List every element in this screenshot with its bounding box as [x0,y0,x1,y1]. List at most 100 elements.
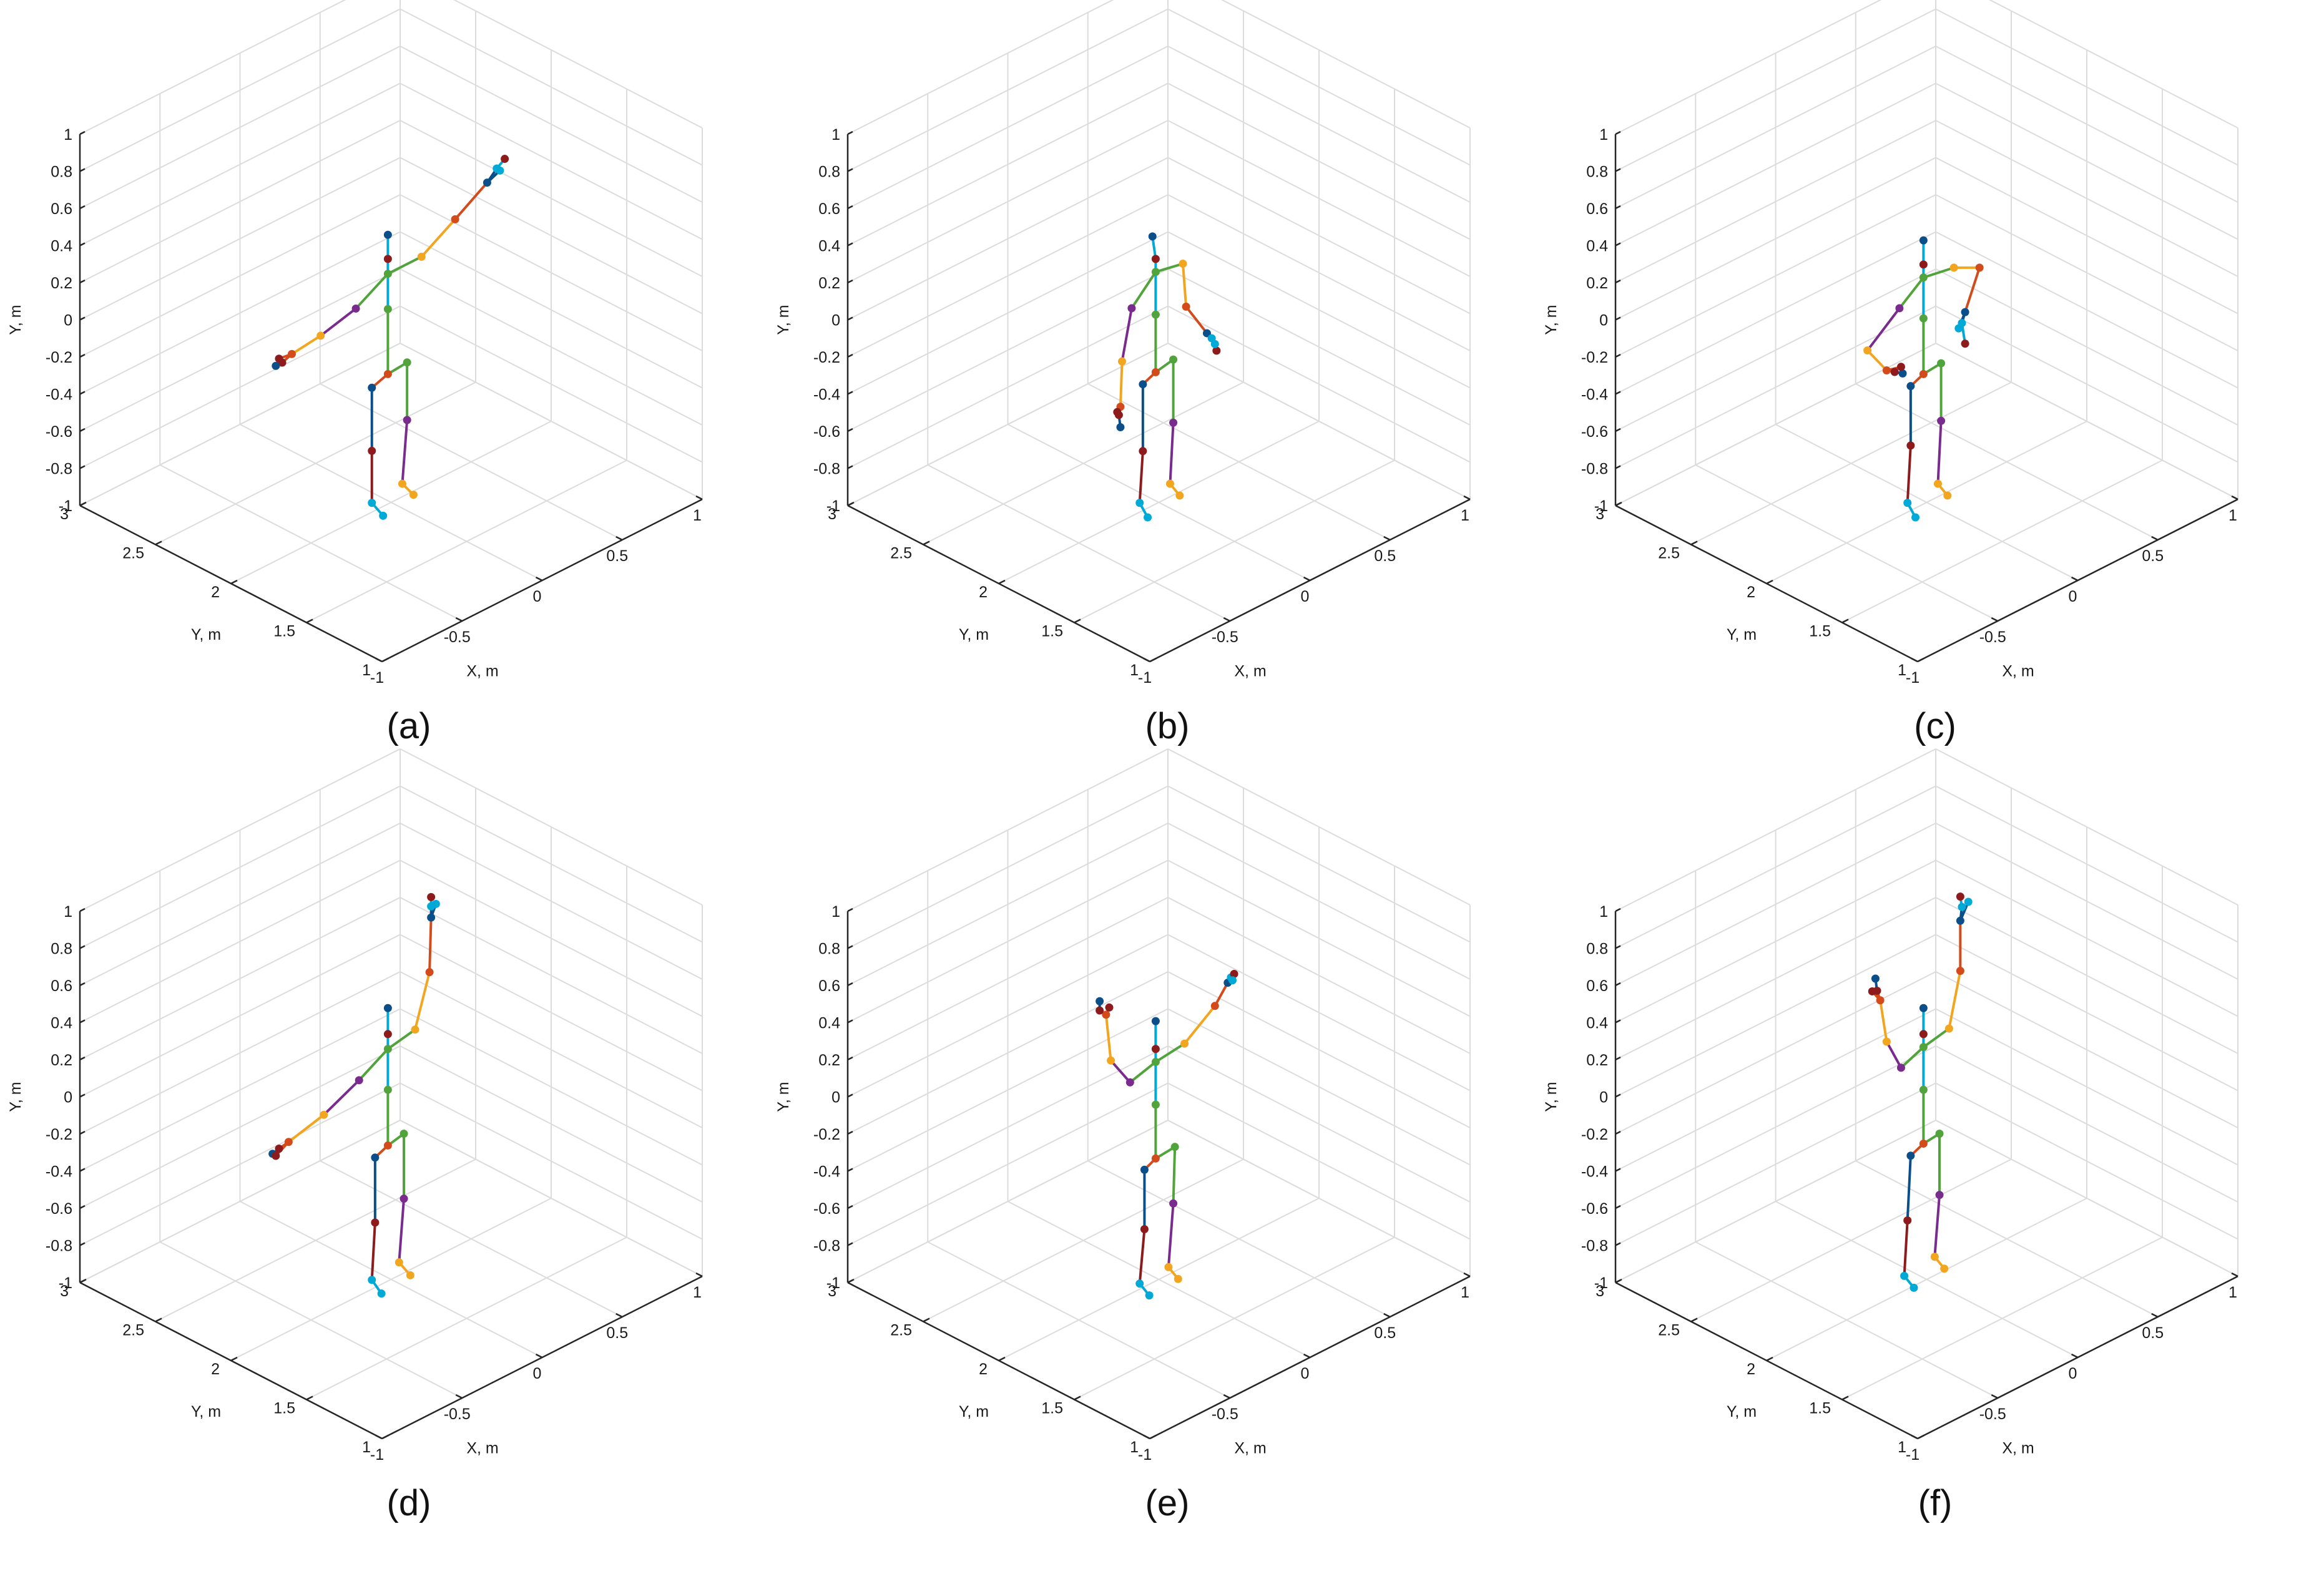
y-tick-label: -0.2 [46,349,72,366]
tick-mark [847,982,853,987]
y-tick-label: -0.8 [46,1238,72,1255]
x-tick-label: 0.5 [1374,547,1396,565]
bone-segment [1181,262,1188,308]
joint-point [383,1004,392,1012]
joint-point [1871,974,1880,983]
y-tick-label: 0.4 [51,1015,72,1032]
y-tick-label: -0.2 [46,1126,72,1143]
joint-point [1127,304,1136,313]
x-tick-label: -1 [1906,1446,1920,1464]
joint-point [1954,324,1963,333]
joint-point [1116,423,1125,431]
plot-3d-axes: -1 -0.8 -0.6 -0.4 -0.2 0 0.2 0.4 0.6 0.8 1 1 1.5 2 2.5… [7,748,703,1464]
tick-mark [1143,657,1150,663]
joint-point [320,1110,328,1119]
depth-axis-label: Y, m [1727,1403,1757,1420]
tick-mark [847,1242,853,1246]
tick-mark [79,391,86,395]
grid-lines [846,748,1471,1440]
x-tick-label: 0.5 [1374,1324,1396,1342]
tick-mark [1615,242,1621,247]
grid-line [155,1158,476,1322]
plot-panel: -1 -0.8 -0.6 -0.4 -0.2 0 0.2 0.4 0.6 0.8 1 1 1.5 2 2.5… [1536,748,2310,1557]
tick-mark [847,1168,853,1172]
joint-point [383,1141,392,1150]
joint-point [1944,1024,1953,1033]
joint-point [379,511,388,520]
y-tick-label: -1 [59,497,72,515]
tick-mark [1615,1168,1621,1172]
tick-mark [1911,657,1918,663]
joint-point [406,1271,414,1279]
grid-line [79,343,401,506]
tick-mark [923,1317,930,1322]
grid-lines [79,748,703,1440]
depth-tick-label: 3 [828,506,836,523]
tick-mark [79,1205,86,1210]
tick-mark [615,535,623,541]
tick-mark [1615,465,1621,469]
x-axis-label: X, m [466,663,498,680]
tick-mark [847,1205,853,1210]
bone-segment [1900,1045,1925,1069]
joint-point [1140,1224,1149,1233]
grid-line [998,1198,1320,1361]
y-tick-label: -0.8 [1581,1238,1608,1255]
depth-axis-label: Y, m [959,1403,989,1420]
grid-line [1690,1158,2012,1322]
y-tick-label: 0.2 [1586,275,1608,292]
x-tick-label: 0.5 [606,547,628,565]
tick-mark [695,1272,703,1278]
y-tick-label: -1 [1594,1274,1608,1292]
joint-point [400,1195,408,1203]
joint-point [1937,359,1946,368]
joint-point [1919,236,1928,245]
panel-caption: (b) [1145,706,1190,746]
bone-segment [1172,1145,1177,1205]
joint-point [1151,1045,1160,1053]
tick-mark [1615,1019,1621,1024]
y-tick-label: -1 [59,1274,72,1292]
joint-point [1863,346,1872,355]
tick-mark [847,465,853,469]
y-tick-label: 0.2 [1586,1052,1608,1069]
y-tick-label: 0 [1599,312,1608,330]
tick-mark [535,1353,543,1359]
depth-tick-label: 1 [1898,1439,1906,1456]
tick-mark [1615,1242,1621,1246]
joint-point [1906,1151,1915,1160]
bone-segment [1906,1154,1912,1222]
joint-point [1919,260,1928,269]
y-tick-label: -0.2 [813,1126,840,1143]
tick-mark [1383,1312,1391,1318]
tick-mark [2151,535,2159,541]
x-tick-label: -0.5 [444,1405,471,1423]
x-tick-label: 1 [2228,507,2237,524]
joint-point [284,1138,293,1146]
depth-tick-label: 2 [979,1361,988,1378]
joint-point [1174,1274,1182,1283]
tick-mark [1143,1434,1150,1440]
y-tick-label: -0.6 [813,1200,840,1218]
bone-segment [398,1197,406,1264]
joint-point [1919,1085,1928,1094]
depth-tick-label: 3 [1596,1283,1604,1300]
tick-mark [847,907,853,912]
tick-mark [2231,495,2238,501]
tick-mark [79,982,86,987]
y-tick-label: -0.4 [1581,1163,1608,1181]
tick-mark [1615,428,1621,433]
tick-mark [375,657,383,663]
joint-point [1900,1271,1909,1280]
tick-mark [1615,316,1621,321]
tick-mark [847,391,853,395]
x-tick-label: 1 [2228,1284,2237,1301]
tick-mark [79,1242,86,1246]
y-tick-label: 1 [1599,903,1608,921]
y-tick-label: 0 [64,312,72,330]
vertical-axis-label: Y, m [775,305,792,335]
tick-mark [847,168,853,172]
grid-line [998,421,1320,584]
depth-tick-label: 3 [60,506,69,523]
bone-segment [287,1113,325,1143]
